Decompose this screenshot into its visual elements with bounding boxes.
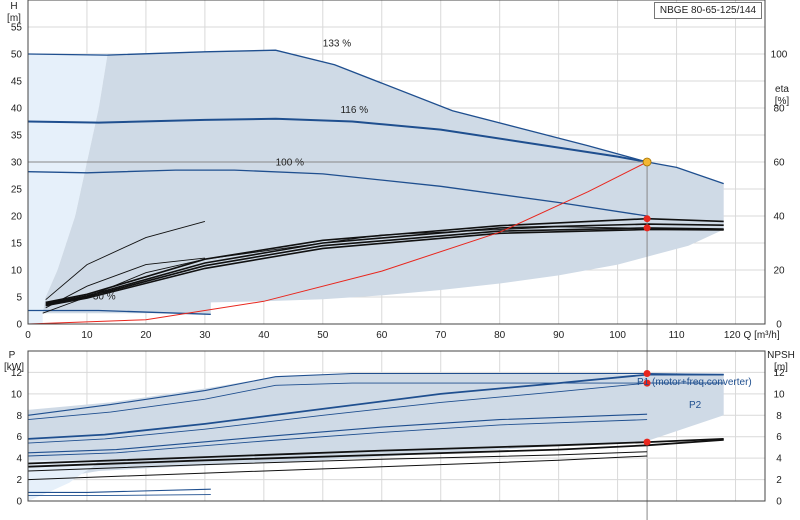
p-tick-label: 6 bbox=[16, 432, 22, 443]
npsh-tick-label: 2 bbox=[776, 475, 782, 486]
y2-tick-label: 60 bbox=[773, 158, 785, 169]
p-axis-title: P bbox=[9, 350, 16, 361]
x-tick-label: 80 bbox=[494, 330, 506, 341]
speed-label: 116 % bbox=[340, 105, 368, 116]
speed-label: 100 % bbox=[276, 157, 304, 168]
p2-curve bbox=[28, 494, 211, 497]
power-plot-frame bbox=[27, 350, 766, 502]
x-tick-label: 40 bbox=[258, 330, 270, 341]
p-tick-label: 8 bbox=[16, 411, 22, 422]
duty-point-marker bbox=[642, 157, 652, 167]
efficiency-marker bbox=[643, 215, 651, 223]
operating-range-envelope bbox=[42, 49, 724, 314]
y-tick-label: 50 bbox=[11, 50, 23, 61]
x-tick-label: 120 bbox=[724, 330, 741, 341]
y-tick-label: 45 bbox=[11, 77, 23, 88]
x-tick-label: 20 bbox=[140, 330, 152, 341]
npsh-axis-title: NPSH bbox=[767, 350, 795, 361]
p-tick-label: 12 bbox=[11, 368, 23, 379]
power-marker bbox=[643, 438, 651, 446]
y-tick-label: 35 bbox=[11, 131, 23, 142]
x-tick-label: 90 bbox=[553, 330, 565, 341]
speed-curve-30-pct bbox=[28, 309, 211, 315]
y-tick-label: 5 bbox=[16, 293, 22, 304]
y-tick-label: 10 bbox=[11, 266, 23, 277]
x-tick-label: 70 bbox=[435, 330, 447, 341]
y2-axis-title: eta bbox=[775, 84, 789, 95]
model-label: NBGE 80-65-125/144 bbox=[654, 2, 762, 19]
system-curve bbox=[27, 161, 648, 325]
y-tick-label: 0 bbox=[16, 320, 22, 331]
y-tick-label: 25 bbox=[11, 185, 23, 196]
head-plot-frame bbox=[27, 0, 766, 325]
y2-tick-label: 80 bbox=[773, 104, 785, 115]
npsh-axis-unit: [m] bbox=[774, 362, 788, 373]
efficiency-marker bbox=[643, 224, 651, 232]
x-tick-label: 50 bbox=[317, 330, 329, 341]
x-tick-label: 60 bbox=[376, 330, 388, 341]
npsh-tick-label: 10 bbox=[773, 389, 785, 400]
speed-curve-133-pct bbox=[27, 49, 724, 185]
npsh-curve bbox=[27, 455, 648, 481]
p-tick-label: 4 bbox=[16, 454, 22, 465]
p2-curve bbox=[27, 382, 724, 444]
p2-curve bbox=[27, 382, 724, 421]
efficiency-curve bbox=[45, 257, 205, 309]
p-axis-unit: [kW] bbox=[4, 362, 24, 373]
npsh-curve bbox=[27, 439, 724, 468]
y2-tick-label: 20 bbox=[773, 266, 785, 277]
npsh-curve bbox=[27, 451, 648, 472]
p2-curve-label: P2 bbox=[689, 400, 702, 411]
power-range-envelope bbox=[28, 373, 724, 501]
speed-curve-100-pct bbox=[27, 169, 648, 217]
npsh-tick-label: 6 bbox=[776, 432, 782, 443]
x-tick-label: 10 bbox=[81, 330, 93, 341]
p2-curve bbox=[27, 419, 648, 457]
x-tick-label: 110 bbox=[669, 330, 685, 341]
p1-curve bbox=[27, 372, 724, 416]
y2-tick-label: 0 bbox=[776, 320, 782, 331]
y-tick-label: 40 bbox=[11, 104, 23, 115]
npsh-tick-label: 12 bbox=[773, 368, 785, 379]
npsh-tick-label: 8 bbox=[776, 411, 782, 422]
npsh-tick-label: 4 bbox=[776, 454, 782, 465]
x-tick-label: 30 bbox=[199, 330, 211, 341]
y2-tick-label: 100 bbox=[771, 50, 788, 61]
y-tick-label: 20 bbox=[11, 212, 23, 223]
p1-curve bbox=[27, 373, 724, 440]
p-tick-label: 0 bbox=[16, 497, 22, 508]
y2-tick-label: 40 bbox=[773, 212, 785, 223]
y-tick-label: 30 bbox=[11, 158, 23, 169]
power-chart-panel: 0 0 2 2 4 4 6 6 8 8 10 10 12 12 P[kW] NPSH[m] P1 (motor+… bbox=[4, 350, 795, 508]
p1-curve-label: P1 (motor+freq.converter) bbox=[637, 377, 752, 388]
p-tick-label: 2 bbox=[16, 475, 22, 486]
speed-curve-116-pct bbox=[27, 117, 648, 163]
x-axis-label: Q [m³/h] bbox=[744, 330, 780, 341]
efficiency-curve bbox=[42, 226, 724, 314]
npsh-curve bbox=[27, 438, 724, 465]
efficiency-curve bbox=[45, 220, 206, 301]
power-marker bbox=[643, 370, 651, 377]
y-axis-title: H bbox=[10, 1, 17, 12]
speed-label: 133 % bbox=[323, 39, 351, 50]
y2-axis-unit: [%] bbox=[775, 96, 790, 107]
x-tick-label: 100 bbox=[609, 330, 626, 341]
speed-label: 30 % bbox=[93, 291, 116, 302]
p-tick-label: 10 bbox=[11, 389, 23, 400]
head-chart-panel: 133 %116 %100 %30 %051015202530354045505… bbox=[7, 0, 789, 520]
p1-curve bbox=[28, 488, 211, 493]
power-marker bbox=[643, 379, 651, 387]
y-axis-unit: [m] bbox=[7, 13, 21, 24]
npsh-tick-label: 0 bbox=[776, 497, 782, 508]
p1-curve bbox=[27, 413, 648, 454]
x-tick-label: 0 bbox=[25, 330, 31, 341]
y-tick-label: 15 bbox=[11, 239, 23, 250]
y-tick-label: 55 bbox=[11, 23, 23, 34]
